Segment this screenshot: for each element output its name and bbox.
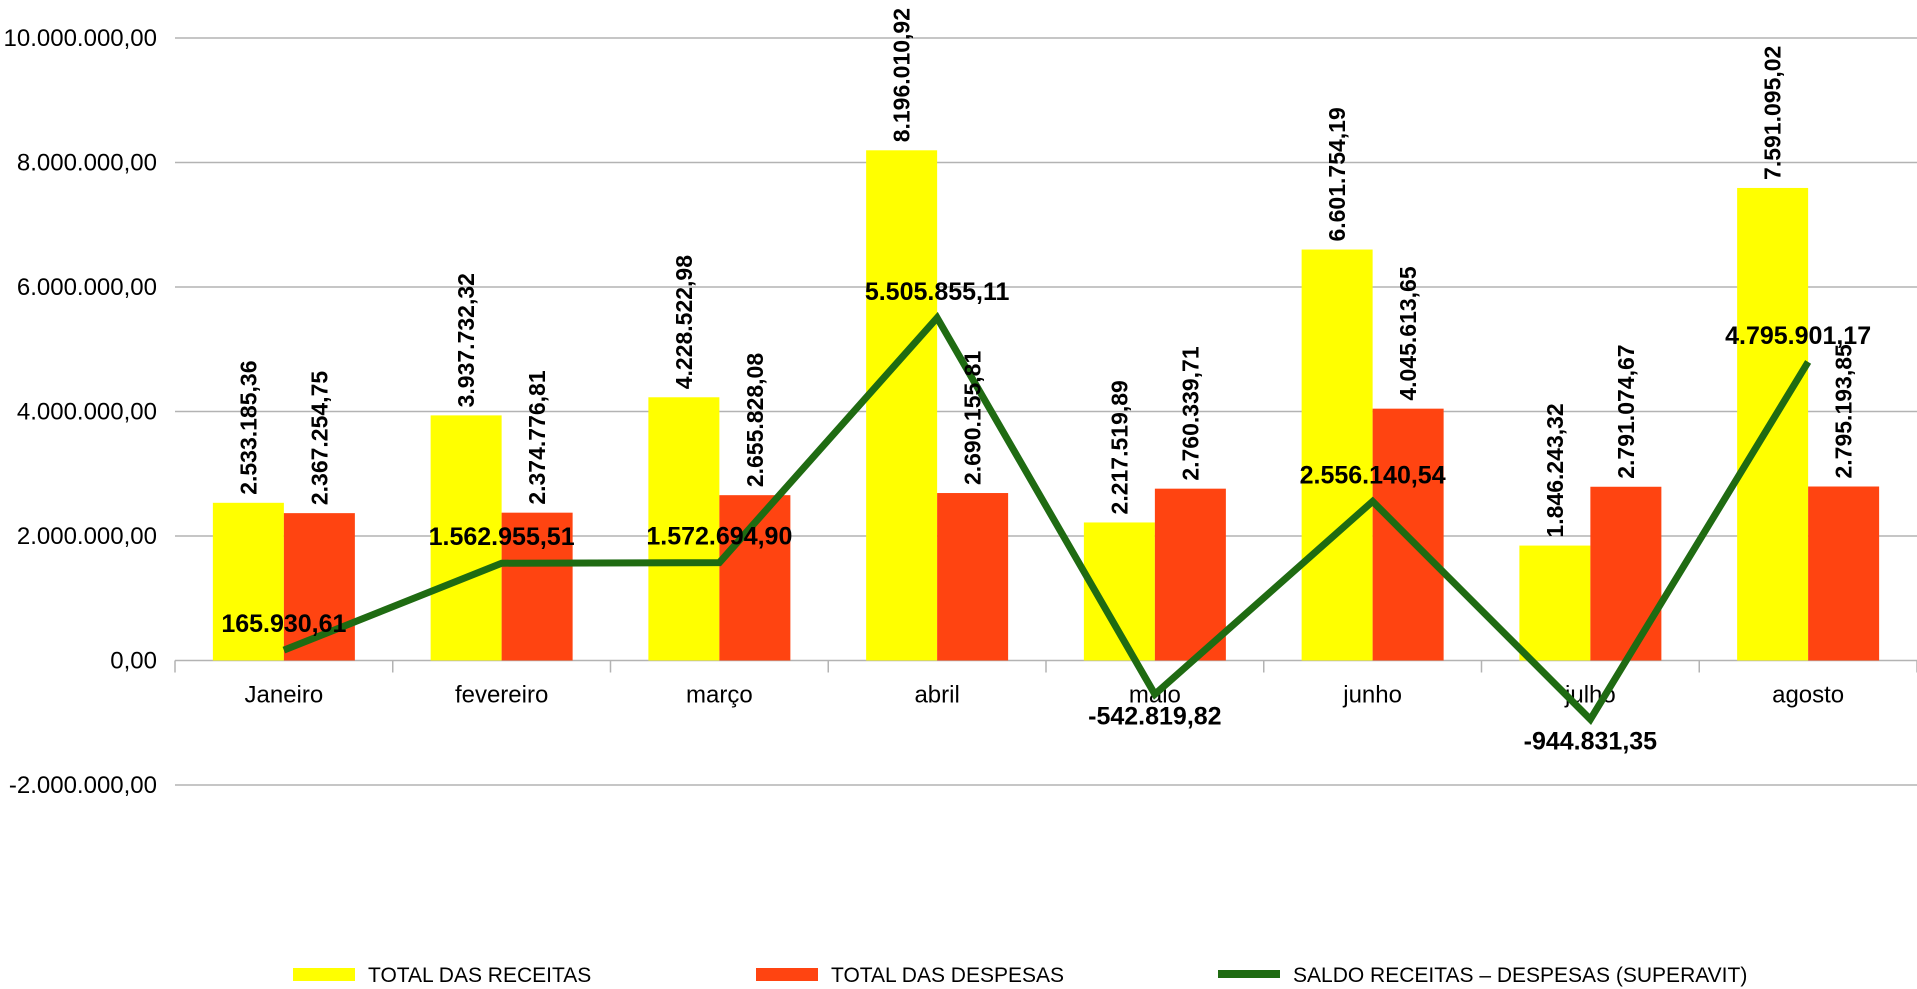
legend-swatch	[756, 968, 818, 981]
bar-label-despesas: 2.760.339,71	[1177, 346, 1203, 481]
line-value-label: 1.562.955,51	[429, 523, 575, 551]
y-axis-labels: -2.000.000,00 0,00 2.000.000,00 4.000.000,0…	[4, 25, 157, 799]
y-tick-label: 4.000.000,00	[17, 399, 157, 426]
bar-label-receitas: 3.937.732,32	[453, 273, 479, 407]
line-value-label: 165.930,61	[221, 610, 346, 638]
gridlines	[175, 37, 1917, 786]
bar-despesas	[1154, 488, 1226, 661]
line-value-label: 5.505.855,11	[865, 278, 1010, 306]
bar-despesas	[1590, 486, 1662, 661]
bar-receitas	[1519, 545, 1591, 661]
line-value-label: 2.556.140,54	[1300, 461, 1446, 489]
legend-swatch	[293, 968, 355, 981]
category-label: março	[686, 682, 753, 709]
bar-value-labels: 2.533.185,36 2.367.254,75 3.937.732,32 2.37…	[235, 8, 1856, 538]
bar-receitas	[866, 150, 938, 661]
legend-label: TOTAL DAS RECEITAS	[368, 964, 591, 987]
bar-label-receitas: 4.228.522,98	[671, 255, 697, 390]
bar-label-despesas: 2.791.074,67	[1613, 344, 1639, 478]
legend: TOTAL DAS RECEITAS TOTAL DAS DESPESAS SALD…	[293, 964, 1747, 987]
bar-label-receitas: 8.196.010,92	[889, 8, 915, 142]
category-label: abril	[914, 682, 959, 709]
y-tick-label: 8.000.000,00	[17, 150, 157, 177]
bar-label-despesas: 2.367.254,75	[306, 371, 332, 506]
line-value-label: -944.831,35	[1524, 727, 1658, 755]
saldo-line	[282, 311, 1812, 725]
bar-despesas	[501, 512, 573, 661]
bar-label-receitas: 2.533.185,36	[235, 361, 261, 495]
legend-label: SALDO RECEITAS – DESPESAS (SUPERAVIT)	[1293, 964, 1747, 987]
legend-label: TOTAL DAS DESPESAS	[831, 964, 1064, 987]
bar-receitas	[430, 415, 502, 661]
bar-label-receitas: 2.217.519,89	[1106, 380, 1132, 514]
line-series	[282, 311, 1812, 725]
bar-label-receitas: 7.591.095,02	[1760, 46, 1786, 180]
bar-label-despesas: 2.795.193,85	[1831, 344, 1857, 479]
bar-receitas	[1301, 249, 1373, 661]
bar-label-receitas: 1.846.243,32	[1542, 403, 1568, 537]
bar-despesas	[937, 493, 1009, 661]
bar-label-despesas: 2.690.155,81	[960, 351, 986, 486]
y-tick-label: 0,00	[110, 648, 157, 675]
category-label: fevereiro	[455, 682, 548, 709]
line-value-label: 1.572.694,90	[646, 523, 792, 551]
bar-label-receitas: 6.601.754,19	[1324, 107, 1350, 241]
bar-receitas	[648, 397, 720, 661]
category-label: agosto	[1772, 682, 1844, 709]
y-tick-label: -2.000.000,00	[9, 772, 157, 799]
y-tick-label: 10.000.000,00	[4, 25, 157, 52]
bar-label-despesas: 4.045.613,65	[1395, 266, 1421, 401]
category-label: junho	[1342, 682, 1402, 709]
category-label: Janeiro	[245, 682, 324, 709]
bar-despesas	[1808, 486, 1880, 661]
x-axis-ticks	[174, 660, 1917, 673]
line-value-labels: 165.930,61 1.562.955,51 1.572.694,90 5.505.…	[221, 278, 1871, 756]
y-tick-label: 6.000.000,00	[17, 274, 157, 301]
bar-label-despesas: 2.655.828,08	[742, 353, 768, 488]
y-tick-label: 2.000.000,00	[17, 523, 157, 550]
bar-receitas	[212, 502, 284, 661]
line-value-label: -542.819,82	[1088, 702, 1221, 730]
line-value-label: 4.795.901,17	[1725, 322, 1871, 350]
bar-label-despesas: 2.374.776,81	[524, 370, 550, 505]
